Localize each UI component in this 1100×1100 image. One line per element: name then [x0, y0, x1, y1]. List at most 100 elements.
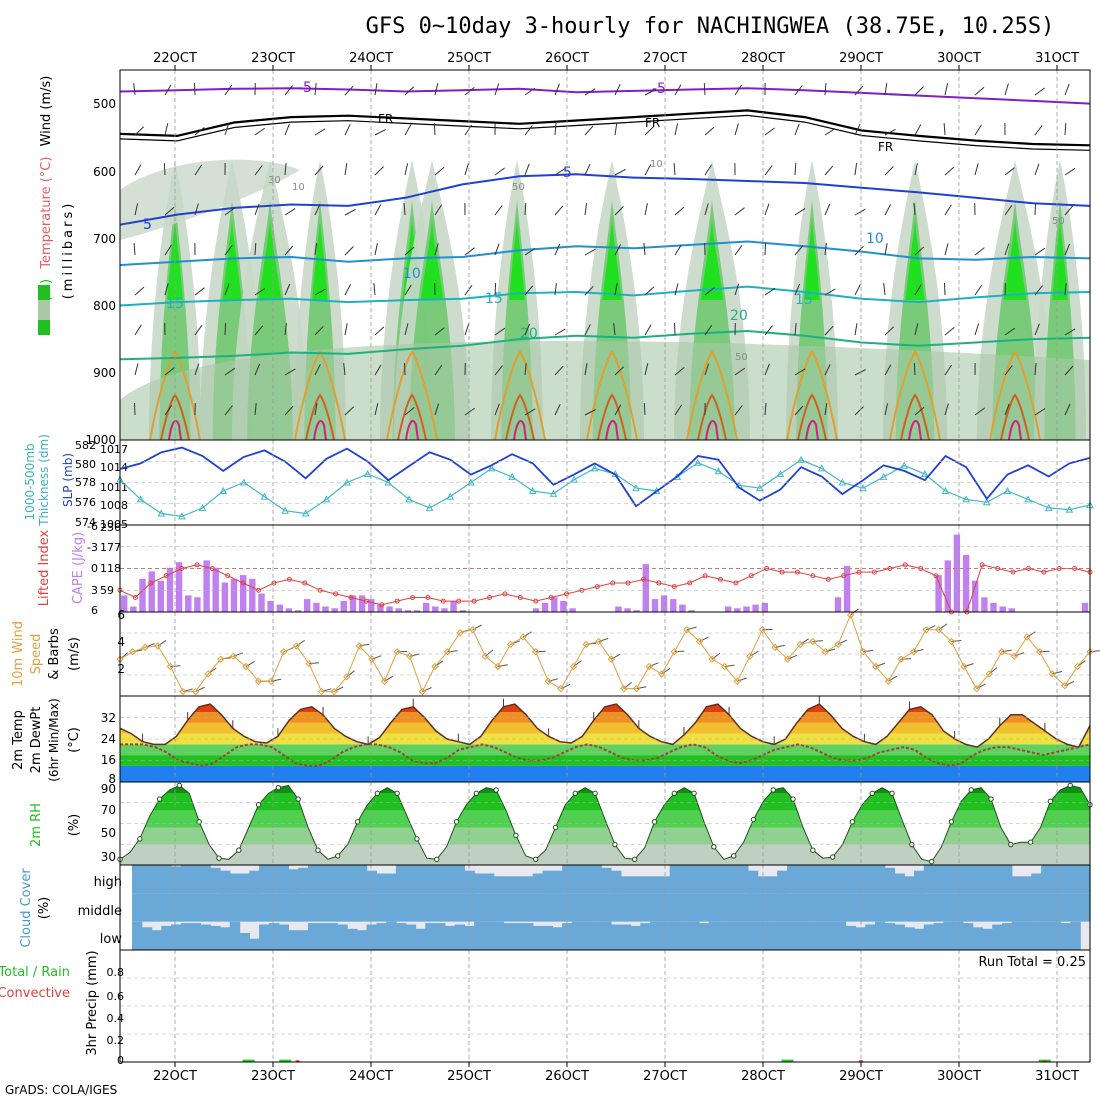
wind-speed-point	[998, 648, 1006, 656]
bottom-date-label: 28OCT	[741, 1069, 785, 1084]
wind-barb	[163, 162, 166, 176]
chart-title: GFS 0~10day 3-hourly for NACHINGWEA (38.…	[366, 14, 1055, 39]
cloud-bar-low	[806, 921, 817, 950]
wind-speed-line	[119, 613, 1091, 693]
rh-tick: 50	[101, 826, 116, 840]
wind-barb-10m	[737, 677, 747, 682]
cloud-bar-middle	[210, 893, 221, 922]
wind-barb	[1004, 83, 1009, 96]
cloud-bar-low	[738, 921, 749, 950]
cloud-bar-high	[708, 865, 720, 894]
cloud-bar-low	[787, 921, 798, 950]
rh-point	[552, 824, 559, 831]
wind-barb	[764, 325, 773, 336]
wind-barb	[1064, 365, 1074, 376]
cloud-bar-middle	[366, 893, 377, 922]
wind-speed-point	[632, 684, 641, 693]
wind-10m-panel: 10m Wind Speed & Barbs (m/s) 2 4 6	[11, 608, 1100, 696]
wind-barb	[824, 82, 827, 96]
li-point	[640, 576, 646, 582]
wind-barb	[584, 248, 596, 256]
temperature-contour	[605, 420, 619, 441]
temperature-contour	[989, 350, 1041, 441]
li-point	[379, 602, 385, 608]
wind-barb	[434, 403, 440, 416]
rh-contour-label: 10	[292, 182, 305, 193]
wind-speed-point	[733, 677, 741, 685]
wind-barb	[254, 127, 266, 136]
cloud-bar-high	[630, 876, 641, 894]
cape-bar	[386, 606, 393, 612]
cape-bar	[651, 599, 659, 612]
cloud-bar-middle	[953, 893, 964, 922]
cloud-bar-middle	[992, 893, 1003, 922]
wind-barb-10m	[875, 662, 886, 667]
wind-speed-point	[166, 662, 175, 671]
cloud-bar-low	[865, 924, 876, 950]
wind-barb	[254, 325, 264, 336]
wind-barb-10m	[963, 663, 974, 668]
wind-barb	[494, 403, 500, 416]
cloud-bar-high	[483, 873, 495, 894]
wind-barb	[824, 128, 836, 136]
li-point	[271, 580, 277, 586]
li-point	[825, 576, 831, 582]
wind-barb	[1004, 243, 1010, 256]
cape-bar	[130, 606, 137, 612]
wind-barb	[1034, 247, 1046, 256]
wind-barb	[524, 202, 527, 216]
pressure-tick: 900	[93, 366, 116, 380]
isotherm-label: FR	[645, 116, 660, 130]
wind-barb-10m	[384, 675, 394, 682]
cloud-bar-high	[571, 865, 583, 894]
wind-barb	[164, 244, 172, 256]
cloud-bar-high	[611, 870, 622, 894]
li-point	[594, 584, 600, 590]
cloud-bar-middle	[513, 893, 524, 922]
cloud-bar-low	[464, 925, 475, 950]
rh-point	[770, 787, 776, 793]
cloud-bar-low	[415, 928, 426, 951]
li-point	[471, 598, 477, 604]
wind-barb	[674, 322, 676, 336]
cloud-bar-low	[1011, 921, 1023, 950]
cloud-bar-high	[806, 865, 817, 894]
cloud-bar-middle	[493, 893, 505, 922]
cloud-bar-low	[962, 923, 974, 950]
wind-barb-10m	[787, 654, 798, 660]
cape-bar	[294, 610, 302, 612]
cloud-bar-high	[171, 866, 182, 894]
cape-bar	[322, 606, 329, 612]
cloud-bar-high	[444, 865, 456, 894]
wind-barb	[644, 363, 649, 376]
wind-barb	[134, 402, 136, 416]
wind-barb	[344, 323, 348, 336]
cloud-bar-high	[161, 865, 172, 894]
cloud-bar-high	[493, 876, 505, 894]
top-date-label: 22OCT	[153, 51, 197, 66]
wind-barb-10m	[1026, 631, 1036, 638]
cloud-bar-low	[689, 921, 700, 950]
rh-point	[1067, 782, 1073, 789]
wind-barb	[914, 406, 925, 416]
cloud-bar-middle	[943, 893, 954, 922]
wind-speed-point	[821, 648, 830, 656]
cloud-bar-middle	[180, 893, 192, 922]
wind-barb-10m	[271, 678, 282, 682]
cloud-bar-low	[992, 924, 1003, 950]
cloud-bar-low	[1070, 921, 1081, 950]
cloud-bar-low	[620, 924, 632, 950]
wind-barb	[314, 325, 324, 336]
cloud-bar-high	[288, 869, 299, 894]
slp-point	[446, 492, 455, 500]
wind-barb	[914, 284, 922, 296]
cloud-bar-low	[210, 925, 221, 950]
cloud-bar-middle	[327, 893, 338, 922]
slp-point	[1003, 486, 1012, 494]
cloud-bar-middle	[1041, 893, 1052, 922]
wind-barb	[284, 368, 296, 376]
cloud-bar-high	[738, 865, 749, 894]
rh-point	[453, 819, 460, 825]
cloud-bar-middle	[474, 893, 485, 922]
wind-barb	[824, 363, 831, 376]
